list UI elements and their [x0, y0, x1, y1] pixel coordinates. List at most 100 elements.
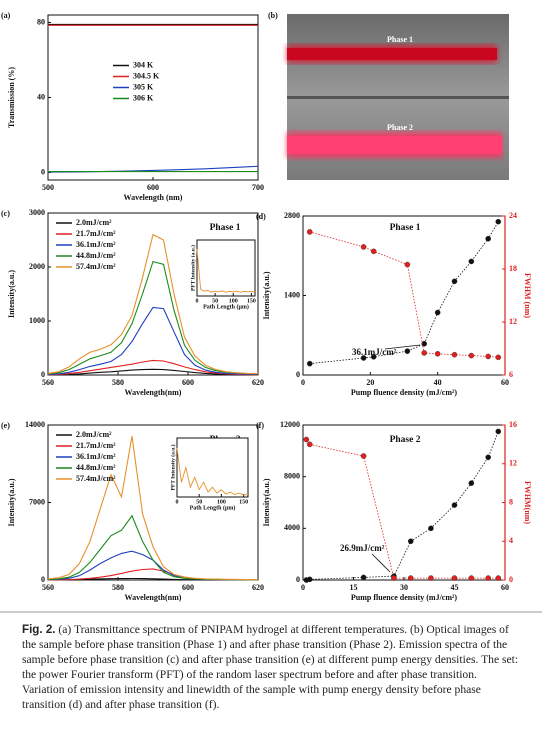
- x-tick-label: 60: [501, 378, 509, 387]
- data-point: [428, 525, 434, 532]
- sample-bar: [287, 48, 497, 60]
- phase-label: Phase 1: [210, 223, 241, 233]
- legend-label: 44.8mJ/cm²: [76, 251, 116, 260]
- legend-label: 305 K: [133, 82, 154, 91]
- x-tick-label: 620: [252, 583, 264, 592]
- series-line: [47, 233, 259, 375]
- x-tick-label: 15: [350, 583, 358, 592]
- data-point: [306, 576, 313, 583]
- legend-label: 57.4mJ/cm²: [76, 474, 116, 483]
- x-tick-label: 580: [112, 583, 124, 592]
- legend-label: 36.1mJ/cm²: [76, 452, 116, 461]
- x-tick-label: 0: [196, 298, 199, 304]
- x-axis-label: Pump fluence density (mJ/cm²): [351, 593, 458, 602]
- series-line: [47, 260, 259, 375]
- y-axis-label: Intensity(a.u.): [262, 478, 271, 526]
- data-point: [468, 352, 475, 359]
- x-tick-label: 20: [366, 378, 374, 387]
- y2-tick-label: 18: [509, 264, 517, 273]
- legend-label: 21.7mJ/cm²: [76, 229, 116, 238]
- y2-axis-label: FWHM (nm): [523, 273, 532, 318]
- legend-label: 21.7mJ/cm²: [76, 441, 116, 450]
- caption: Fig. 2. (a) Transmittance spectrum of PN…: [22, 622, 522, 712]
- data-point: [306, 360, 313, 367]
- x-axis-label: Wavelength (nm): [124, 193, 183, 202]
- y-tick-label: 2000: [29, 262, 45, 271]
- y-axis-label: Transmission (%): [7, 67, 16, 128]
- data-point: [360, 453, 367, 459]
- y2-tick-label: 12: [509, 459, 517, 468]
- y-tick-label: 0: [296, 575, 300, 584]
- x-tick-label: 560: [42, 378, 54, 387]
- x-tick-label: 45: [451, 583, 459, 592]
- y-tick-label: 14000: [25, 420, 45, 429]
- y-tick-label: 3000: [29, 208, 45, 217]
- data-point: [407, 538, 414, 545]
- x-tick-label: 700: [252, 183, 264, 192]
- data-point: [495, 354, 502, 361]
- data-point: [306, 441, 313, 448]
- y-tick-label: 40: [37, 92, 45, 101]
- legend-label: 304 K: [133, 60, 154, 69]
- x-axis-label: Path Length (μm): [203, 303, 249, 310]
- data-point: [391, 575, 397, 581]
- data-point: [468, 258, 475, 265]
- y-tick-label: 1000: [29, 316, 45, 325]
- data-point: [303, 436, 310, 443]
- panel-label: (f): [256, 421, 264, 430]
- data-point: [485, 454, 491, 461]
- x-axis-label: Path Length (μm): [190, 504, 236, 511]
- y-tick-label: 0: [296, 370, 300, 379]
- x-tick-label: 580: [112, 378, 124, 387]
- connector: [309, 231, 499, 358]
- series-line: [47, 436, 259, 581]
- data-point: [451, 502, 458, 508]
- phase-label: Phase 2: [390, 435, 421, 445]
- figure-panels: (b) Phase 1 Phase 2 500 600 70004080Wavele…: [0, 11, 542, 613]
- y-axis-label: Intensity(a.u.): [262, 271, 271, 319]
- data-point: [495, 575, 502, 581]
- caption-text: (a) Transmittance spectrum of PNIPAM hyd…: [22, 623, 519, 711]
- data-point: [404, 348, 411, 354]
- annotation: 36.1mJ/cm²: [352, 347, 397, 357]
- inset-frame: [196, 239, 256, 297]
- x-axis-label: Wavelength(nm): [125, 593, 182, 602]
- x-tick-label: 60: [501, 583, 509, 592]
- panel-label: (d): [256, 212, 266, 221]
- x-tick-label: 620: [252, 378, 264, 387]
- x-tick-label: 0: [301, 378, 305, 387]
- plot-frame: [302, 424, 506, 581]
- series-line: [47, 306, 259, 376]
- x-tick-label: 100: [217, 499, 226, 505]
- photo-panel: (b) Phase 1 Phase 2: [268, 11, 509, 180]
- legend-label: 36.1mJ/cm²: [76, 240, 116, 249]
- y-tick-label: 8000: [284, 471, 300, 480]
- y-tick-label: 80: [37, 17, 45, 26]
- y2-tick-label: 4: [509, 536, 513, 545]
- y2-tick-label: 6: [509, 370, 513, 379]
- y-axis-label: PFT Intensity (a.u.): [169, 444, 176, 490]
- x-tick-label: 150: [247, 298, 256, 304]
- data-point: [370, 354, 377, 360]
- panel-label: (e): [1, 421, 10, 430]
- x-tick-label: 30: [400, 583, 408, 592]
- y-tick-label: 0: [41, 370, 45, 379]
- data-point: [421, 350, 428, 356]
- legend-label: 57.4mJ/cm²: [76, 262, 116, 271]
- y-axis-label: Intensity(a.u.): [7, 270, 16, 318]
- panel-label: (a): [1, 11, 11, 20]
- data-point: [370, 248, 377, 255]
- x-tick-label: 50: [212, 298, 218, 304]
- panel-label: (b): [268, 11, 278, 20]
- data-point: [421, 340, 428, 347]
- x-tick-label: 0: [301, 583, 305, 592]
- annotation: 26.9mJ/cm²: [340, 543, 385, 553]
- x-tick-label: 600: [147, 183, 159, 192]
- y-axis-label: PFT Intensity (a.u.): [189, 245, 196, 291]
- y2-tick-label: 12: [509, 317, 517, 326]
- plot-frame: [47, 14, 259, 181]
- sample-bar: [287, 136, 502, 154]
- x-tick-label: 50: [196, 499, 202, 505]
- y-tick-label: 2800: [284, 211, 300, 220]
